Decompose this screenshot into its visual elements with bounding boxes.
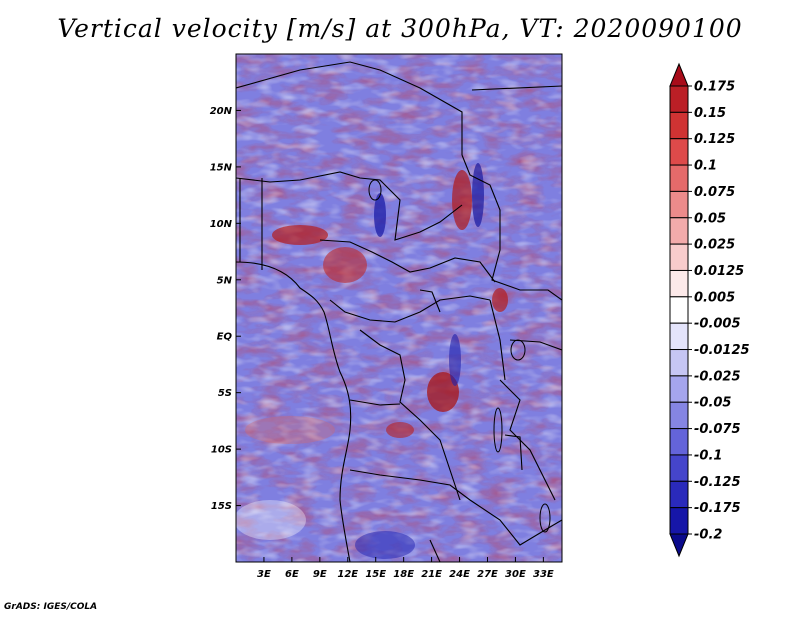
colorbar-label: -0.1 — [694, 448, 722, 463]
lat-label: 5S — [218, 388, 232, 399]
colorbar-label: 0.0125 — [694, 264, 744, 279]
colorbar-label: -0.005 — [694, 317, 741, 332]
colorbar-label: 0.005 — [694, 290, 735, 305]
colorbar-segment — [669, 533, 689, 558]
colorbar-segment — [669, 401, 689, 430]
lat-label: 20N — [210, 106, 233, 117]
lon-label: 18E — [393, 569, 414, 580]
lon-label: 3E — [257, 569, 271, 580]
colorbar-segment — [669, 62, 689, 87]
country-borders — [236, 61, 562, 562]
colorbar-segment — [669, 138, 689, 166]
map-panel: 20N 15N 10N 5N EQ 5S 10S 15S 3E 6E 9E 12E 15E 18E 21E… — [210, 53, 563, 580]
colorbar-label: 0.125 — [694, 132, 735, 147]
field-strong-features — [236, 163, 508, 559]
colorbar-label: 0.05 — [694, 211, 726, 226]
lat-label: 15N — [210, 162, 233, 173]
lat-label: 15S — [211, 501, 232, 512]
figure-canvas: 20N 15N 10N 5N EQ 5S 10S 15S 3E 6E 9E 12E 15E 18E 21E… — [210, 53, 750, 580]
colorbar-label: 0.15 — [694, 106, 726, 121]
colorbar-segment — [669, 322, 689, 351]
colorbar-segment — [669, 507, 689, 535]
colorbar-segment — [669, 349, 689, 377]
lat-label: EQ — [217, 332, 233, 343]
software-credit: GrADS: IGES/COLA — [4, 602, 98, 612]
lon-label: 15E — [365, 569, 386, 580]
colorbar-segment — [669, 375, 689, 403]
map-frame — [235, 53, 563, 563]
colorbar-label: 0.075 — [694, 185, 735, 200]
colorbar-segment — [669, 243, 689, 271]
colorbar-segment — [669, 296, 689, 324]
lon-label: 33E — [533, 569, 554, 580]
lon-label: 24E — [449, 569, 470, 580]
longitude-axis: 3E 6E 9E 12E 15E 18E 21E 24E 27E 30E 33E — [257, 557, 554, 580]
colorbar-segment — [669, 217, 689, 245]
colorbar-label: -0.125 — [694, 475, 741, 490]
colorbar-segment — [669, 111, 689, 140]
lake-outlines — [368, 179, 551, 533]
colorbar-label: -0.175 — [694, 501, 741, 516]
colorbar-label: 0.175 — [694, 80, 735, 95]
colorbar-segment — [669, 428, 689, 456]
colorbar: 0.175 0.15 0.125 0.1 0.075 0.05 0.025 0.0125 0.0… — [669, 62, 750, 558]
lat-label: 10S — [211, 445, 232, 456]
colorbar-segment — [669, 190, 689, 219]
colorbar-label: 0.025 — [694, 238, 735, 253]
colorbar-segment — [669, 454, 689, 482]
colorbar-label: -0.0125 — [694, 343, 750, 358]
colorbar-segment — [669, 85, 689, 113]
colorbar-label: 0.1 — [694, 159, 717, 174]
lon-label: 9E — [313, 569, 327, 580]
lon-label: 27E — [477, 569, 498, 580]
colorbar-segment — [669, 269, 689, 298]
map-title: Vertical velocity [m/s] at 300hPa, VT: 2… — [57, 14, 743, 43]
lat-label: 5N — [217, 275, 233, 286]
lon-label: 30E — [505, 569, 526, 580]
colorbar-segment — [669, 480, 689, 509]
lon-label: 6E — [285, 569, 299, 580]
colorbar-label: -0.025 — [694, 369, 741, 384]
lon-label: 21E — [421, 569, 442, 580]
colorbar-segment — [669, 164, 689, 192]
field-weak — [236, 54, 562, 562]
lon-label: 12E — [337, 569, 358, 580]
colorbar-label: -0.05 — [694, 396, 731, 411]
lat-label: 10N — [210, 219, 233, 230]
colorbar-label: -0.075 — [694, 422, 741, 437]
latitude-axis: 20N 15N 10N 5N EQ 5S 10S 15S — [210, 106, 241, 512]
colorbar-label: -0.2 — [694, 528, 722, 543]
